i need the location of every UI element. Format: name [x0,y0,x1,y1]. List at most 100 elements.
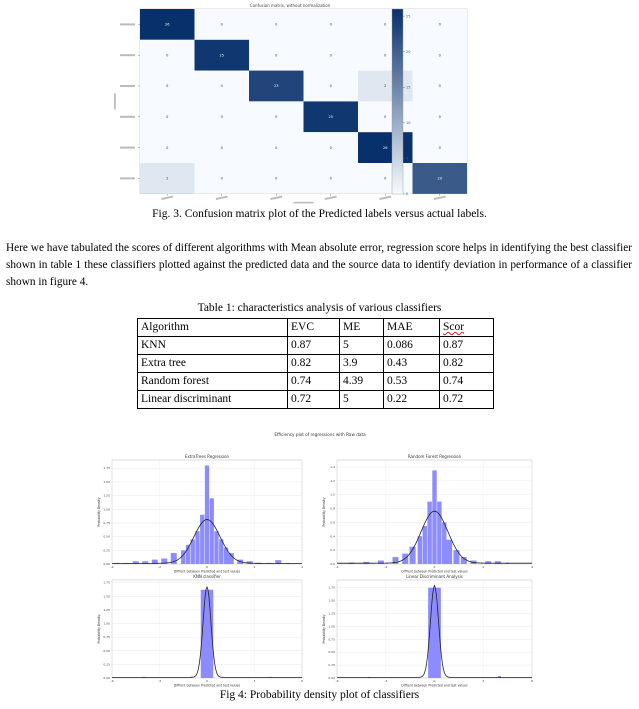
matrix-cell-value: 0 [166,84,168,88]
histogram-bar [181,550,186,564]
panel-title: KNN classifier [193,574,221,579]
matrix-cell [358,163,413,194]
x-tick-label: 0 [434,679,436,683]
matrix-cell-value: 0 [221,146,223,150]
matrix-cell-value: 0 [166,53,168,57]
y-tick-label: 1.25 [103,494,110,498]
confusion-matrix-title: Confusion matrix, without normalization [250,3,331,8]
x-tick-label: 4 [531,565,533,569]
histogram-bar [275,560,282,564]
histogram-bar [498,675,501,678]
table-cell: 0.43 [383,354,440,373]
x-tick-label: 3 [254,679,256,683]
table-cell: Extra tree [137,354,288,373]
y-tick-label: 0.25 [103,662,110,666]
table-header-cell: MAE [383,318,440,337]
x-tick-label: 0 [434,565,436,569]
x-tick-label: 4 [301,565,303,569]
matrix-cell-value: 0 [439,23,441,27]
matrix-cell [303,163,358,194]
histogram-bar [417,536,423,564]
x-tick-label-smudge [433,195,446,201]
table-header-row: Algorithm EVC ME MAE Scor [137,318,494,337]
matrix-cell [358,39,413,71]
matrix-cell-value: 0 [221,84,223,88]
y-tick-label: 0.50 [103,649,110,653]
table1-wrapper: Algorithm EVC ME MAE Scor KNN 0.87 5 0.0… [137,318,494,409]
matrix-cell-value: 0 [166,115,168,119]
confusion-matrix-figure: Confusion matrix, without normalization … [114,3,468,204]
density-panel: Random Forest Regression 0.0 0.2 0.4 0.6 0.8 1… [322,454,533,574]
matrix-cell [358,132,413,163]
matrix-cell-value: 0 [439,115,441,119]
matrix-cell-value: 0 [275,23,277,27]
x-tick-label: -4 [336,565,339,569]
table-cell: 0.53 [383,372,440,391]
y-axis-label: Probability Density [322,497,326,526]
matrix-cell-value: 0 [330,23,332,27]
colorbar-tick-label: 15 [406,85,410,89]
x-tick-label: -3 [158,679,161,683]
x-axis-label: Diffrent between Predicted and test valu… [401,570,468,574]
x-axis-label: Diffrent between Predicted and test valu… [174,684,241,688]
table-cell: 0.87 [287,336,340,355]
histogram-bar [494,561,501,564]
x-tick-label: -4 [111,565,114,569]
matrix-cell [358,70,413,102]
table-cell: 0.82 [287,354,340,373]
matrix-cell-value: 0 [330,53,332,57]
y-tick-label: 1.2 [330,479,335,483]
x-tick-label: 2 [254,565,256,569]
body-paragraph: Here we have tabulated the scores of dif… [6,242,632,288]
matrix-cell-value: 26 [165,23,169,27]
table-cell: 0.72 [439,390,494,409]
matrix-cell-value: 0 [275,53,277,57]
histogram-bar [223,547,229,564]
y-tick-label: 0.00 [103,562,110,566]
histogram-bar [214,531,219,564]
y-tick-label: 1.50 [103,594,110,598]
matrix-cell-value: 26 [383,146,387,150]
y-axis-label: Probability Density [322,614,326,643]
x-tick-label: -2 [384,565,387,569]
y-tick-label: 0.50 [103,535,110,539]
table-cell: 0.22 [383,390,440,409]
density-panel: KNN classifier 0.00 0.25 0.50 0.75 1.00 1.25 1.… [97,574,303,688]
y-tick-label-smudge [120,54,135,57]
matrix-cell-value: 0 [384,115,386,119]
y-tick-label: 0.50 [328,650,335,654]
x-tick-label: 6 [531,679,533,683]
matrix-cell-value: 0 [275,115,277,119]
histogram-bar [201,589,213,678]
matrix-cell [303,39,358,71]
y-tick-label-smudge [120,146,135,149]
colorbar-tick-label: 25 [406,14,410,18]
matrix-cell-value: 0 [275,146,277,150]
matrix-cell [140,163,195,194]
histogram-bar [209,498,214,564]
histogram-bar [219,539,224,564]
histogram-bar [422,525,427,564]
table-header-cell: Scor [439,318,494,337]
matrix-cell [249,39,304,71]
matrix-cell [249,101,304,133]
table-cell: 5 [339,390,384,409]
matrix-cell [194,101,249,133]
y-tick-label: 1.25 [328,612,335,616]
y-tick-label-smudge [120,115,135,118]
histogram-bar [151,559,158,564]
table-header-cell: Algorithm [137,318,288,337]
matrix-cell [140,132,195,163]
histogram-bar [409,546,416,564]
matrix-cell [194,132,249,163]
histogram-bar [427,501,432,564]
y-tick-label: 1.25 [103,608,110,612]
y-tick-label: 1.75 [328,586,335,590]
x-tick-label: 6 [301,679,303,683]
x-tick-label-smudge [161,195,174,201]
matrix-cell [249,9,304,40]
table-cell: Random forest [137,372,288,391]
y-tick-label: 1.50 [328,599,335,603]
table-cell: KNN [137,336,288,355]
matrix-cell [303,9,358,40]
